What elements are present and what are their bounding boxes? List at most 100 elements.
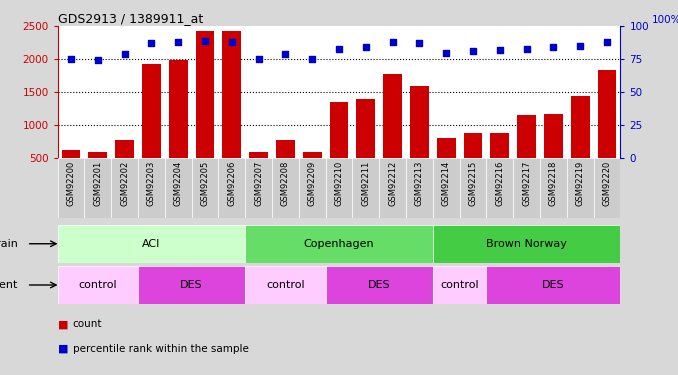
Text: Copenhagen: Copenhagen [304,239,374,249]
Bar [138,158,165,218]
Bar [115,141,134,190]
Bar [192,158,218,218]
Text: GSM92218: GSM92218 [549,160,558,206]
Bar [464,133,482,190]
Bar [597,70,616,190]
Bar [142,64,161,190]
Text: GSM92208: GSM92208 [281,160,290,206]
Bar [58,158,85,218]
Text: GSM92204: GSM92204 [174,160,182,206]
Text: ACI: ACI [142,239,161,249]
Point [575,43,586,49]
Point [66,56,77,62]
Bar [85,158,111,218]
Bar [218,158,245,218]
Text: GSM92212: GSM92212 [388,160,397,206]
Bar [437,138,456,190]
Text: GSM92219: GSM92219 [576,160,584,206]
Point [468,48,479,54]
Point [361,44,372,50]
Bar [299,158,325,218]
Bar [111,158,138,218]
Bar [406,158,433,218]
Text: DES: DES [180,280,203,290]
Point [441,50,452,55]
Bar [567,158,593,218]
Text: GSM92210: GSM92210 [334,160,344,206]
Bar [303,152,321,190]
Bar [245,158,272,218]
Bar [544,114,563,190]
Text: control: control [79,280,117,290]
Bar [276,140,295,190]
Bar [433,266,486,304]
Bar [517,115,536,190]
Text: GSM92209: GSM92209 [308,160,317,206]
Text: GDS2913 / 1389911_at: GDS2913 / 1389911_at [58,12,203,25]
Bar [357,99,375,190]
Bar [593,158,620,218]
Point [387,39,398,45]
Bar [460,158,486,218]
Bar [433,158,460,218]
Text: GSM92206: GSM92206 [227,160,237,206]
Text: control: control [440,280,479,290]
Text: DES: DES [368,280,391,290]
Text: count: count [73,320,102,329]
Bar [165,158,192,218]
Text: ■: ■ [58,320,68,329]
Bar [410,86,428,190]
Point [601,39,612,45]
Bar [62,150,81,190]
Point [548,44,559,50]
Text: control: control [266,280,304,290]
Bar [250,152,268,190]
Text: GSM92220: GSM92220 [603,160,612,206]
Text: GSM92214: GSM92214 [441,160,451,206]
Text: GSM92201: GSM92201 [94,160,102,206]
Bar [222,31,241,190]
Bar [379,158,406,218]
Bar [486,158,513,218]
Bar [433,225,620,262]
Bar [58,266,138,304]
Text: agent: agent [0,280,18,290]
Text: percentile rank within the sample: percentile rank within the sample [73,344,248,354]
Point [173,39,184,45]
Text: GSM92211: GSM92211 [361,160,370,206]
Text: 100%: 100% [652,15,678,25]
Bar [325,266,433,304]
Point [226,39,237,45]
Bar [571,96,590,190]
Text: GSM92205: GSM92205 [201,160,210,206]
Text: GSM92213: GSM92213 [415,160,424,206]
Bar [272,158,299,218]
Point [92,57,103,63]
Bar [88,152,107,190]
Bar [486,266,620,304]
Point [414,40,425,46]
Bar [138,266,245,304]
Point [119,51,130,57]
Point [494,47,505,53]
Point [306,56,317,62]
Bar [383,74,402,190]
Text: GSM92200: GSM92200 [66,160,75,206]
Text: strain: strain [0,239,18,249]
Text: GSM92215: GSM92215 [468,160,477,206]
Bar [196,31,214,190]
Text: DES: DES [542,280,565,290]
Text: ■: ■ [58,344,68,354]
Point [199,38,210,44]
Bar [245,266,325,304]
Bar [245,225,433,262]
Point [521,46,532,52]
Text: Brown Norway: Brown Norway [486,239,567,249]
Bar [490,133,509,190]
Bar [325,158,353,218]
Bar [353,158,379,218]
Bar [169,60,188,190]
Text: GSM92217: GSM92217 [522,160,531,206]
Text: GSM92207: GSM92207 [254,160,263,206]
Point [146,40,157,46]
